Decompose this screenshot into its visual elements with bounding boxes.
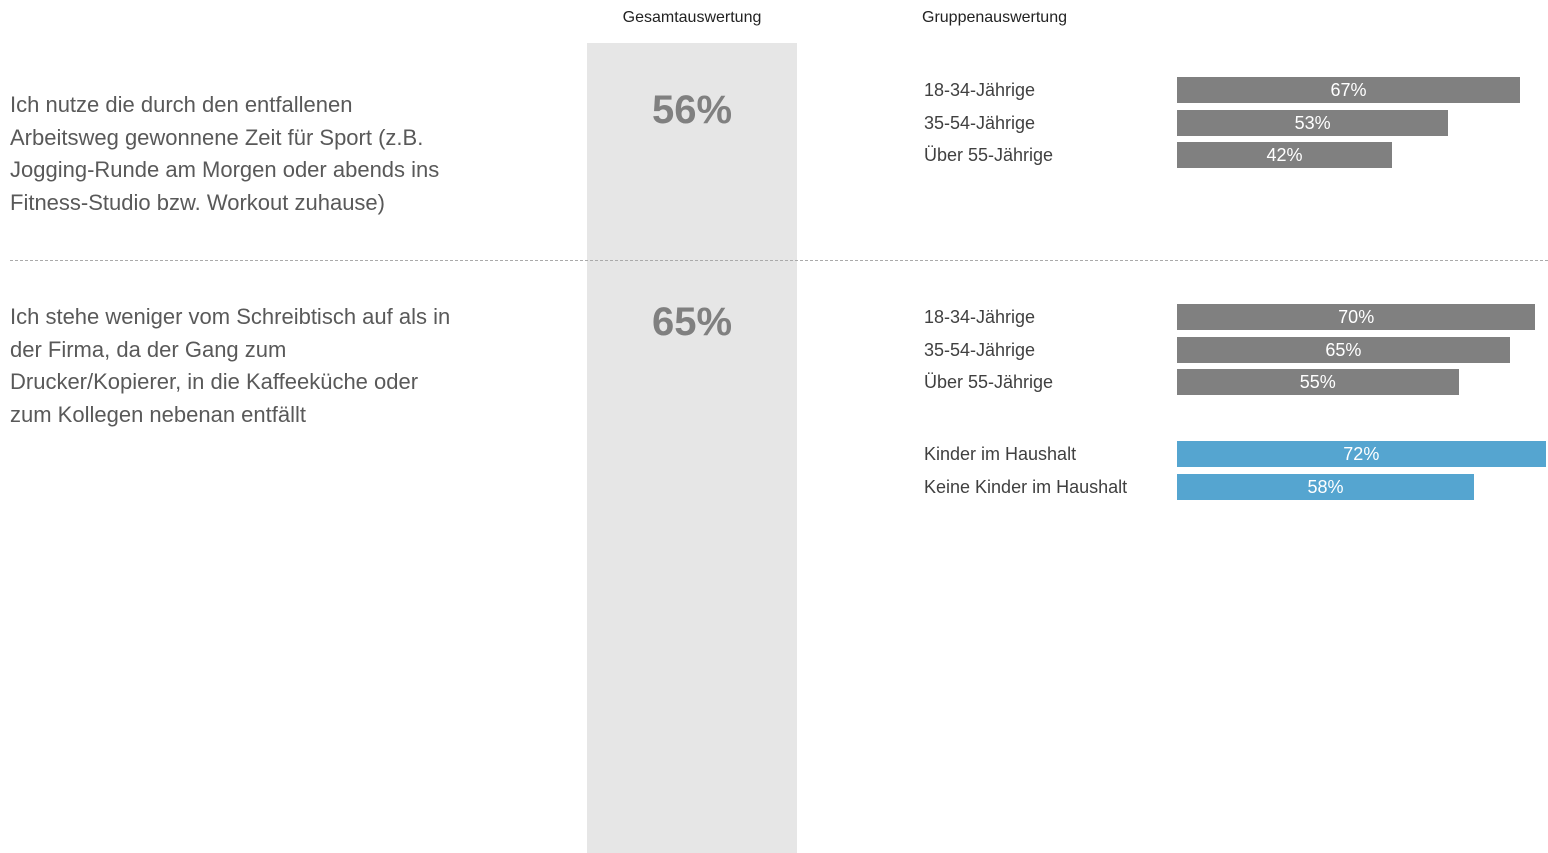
bar — [1177, 304, 1536, 330]
bar — [1177, 109, 1449, 136]
bar — [1177, 441, 1546, 468]
statement-line: Ich stehe weniger vom Schreibtisch auf a… — [10, 304, 451, 329]
group-label: 35-54-Jährige — [924, 339, 1036, 360]
statement-line: Drucker/Kopierer, in die Kaffeeküche ode… — [10, 369, 419, 394]
statement-line: Fitness-Studio bzw. Workout zuhause) — [10, 189, 385, 215]
bar-value-label: 67% — [1330, 80, 1367, 100]
statement-line: Jogging-Runde am Morgen oder abends ins — [10, 157, 440, 182]
bar — [1177, 473, 1474, 500]
statement-line: Arbeitsweg gewonnene Zeit für Sport (z.B… — [10, 124, 424, 150]
bar-value-label: 53% — [1294, 112, 1331, 133]
group-label: 35-54-Jährige — [924, 112, 1036, 133]
bar — [1177, 336, 1510, 363]
bar-value-label: 72% — [1343, 444, 1380, 465]
overall-value: 65% — [651, 300, 733, 344]
group-label: Über 55-Jährige — [924, 145, 1054, 166]
bar-value-label: 70% — [1338, 307, 1375, 327]
group-label: Kinder im Haushalt — [924, 444, 1077, 465]
bar-value-label: 58% — [1307, 476, 1344, 497]
group-label: Über 55-Jährige — [924, 372, 1054, 393]
bar-value-label: 42% — [1266, 145, 1303, 166]
statement-line: der Firma, da der Gang zum — [10, 336, 287, 362]
overall-column — [587, 43, 797, 853]
bar — [1177, 142, 1393, 169]
statement-line: zum Kollegen nebenan entfällt — [10, 401, 306, 427]
statement-line: Ich nutze die durch den entfallenen — [10, 92, 353, 117]
bar — [1177, 77, 1521, 103]
bar-value-label: 55% — [1299, 372, 1336, 393]
group-label: 18-34-Jährige — [924, 80, 1036, 100]
overall-header: Gesamtauswertung — [622, 9, 762, 26]
bar — [1177, 369, 1459, 396]
groups-header: Gruppenauswertung — [922, 9, 1067, 26]
group-label: 18-34-Jährige — [924, 307, 1036, 327]
overall-value: 56% — [651, 88, 733, 132]
group-label: Keine Kinder im Haushalt — [924, 476, 1128, 497]
divider — [10, 260, 1548, 261]
bar-value-label: 65% — [1325, 339, 1362, 360]
